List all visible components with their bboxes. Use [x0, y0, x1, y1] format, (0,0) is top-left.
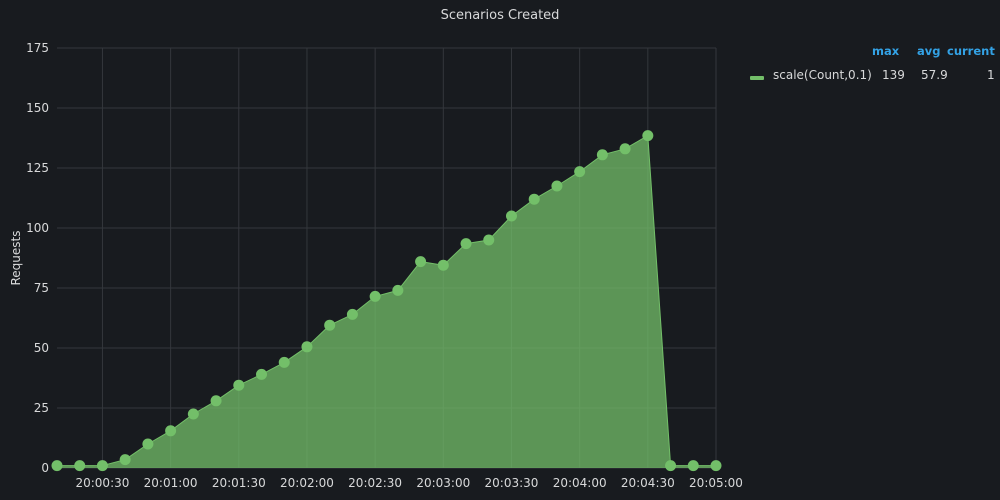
legend: max avg current scale(Count,0.1) 139 57.… — [744, 44, 995, 88]
panel-title: Scenarios Created — [440, 8, 560, 23]
data-point[interactable] — [369, 290, 381, 302]
x-tick-label: 20:01:00 — [144, 476, 198, 490]
x-tick-label: 20:04:00 — [553, 476, 607, 490]
data-point[interactable] — [710, 460, 722, 472]
series-area-fill — [57, 135, 716, 468]
data-point[interactable] — [324, 319, 336, 331]
data-point[interactable] — [210, 395, 222, 407]
data-point[interactable] — [415, 256, 427, 268]
data-point[interactable] — [437, 259, 449, 271]
x-tick-label: 20:03:30 — [485, 476, 539, 490]
legend-series-name[interactable]: scale(Count,0.1) — [773, 68, 872, 82]
x-tick-label: 20:03:00 — [416, 476, 470, 490]
y-tick-label: 25 — [34, 401, 49, 415]
y-tick-label: 50 — [34, 341, 49, 355]
x-tick-label: 20:04:30 — [621, 476, 675, 490]
data-point[interactable] — [687, 460, 699, 472]
legend-series-row[interactable]: scale(Count,0.1) 139 57.9 1 — [744, 68, 995, 88]
data-point[interactable] — [665, 460, 677, 472]
legend-series-swatch[interactable] — [750, 76, 764, 80]
data-point[interactable] — [483, 234, 495, 246]
y-tick-label: 175 — [26, 41, 49, 55]
data-point[interactable] — [278, 356, 290, 368]
data-point[interactable] — [51, 460, 63, 472]
data-point[interactable] — [505, 210, 517, 222]
y-axis-label: Requests — [9, 231, 23, 286]
data-point[interactable] — [574, 166, 586, 178]
data-point[interactable] — [96, 460, 108, 472]
data-point[interactable] — [460, 238, 472, 250]
data-point[interactable] — [551, 180, 563, 192]
data-point[interactable] — [165, 425, 177, 437]
data-point[interactable] — [301, 341, 313, 353]
x-tick-label: 20:01:30 — [212, 476, 266, 490]
legend-series-max: 139 — [882, 68, 905, 82]
data-point[interactable] — [392, 284, 404, 296]
legend-header: max avg current — [744, 44, 995, 64]
legend-series-current: 1 — [987, 68, 995, 82]
data-point[interactable] — [619, 143, 631, 155]
y-tick-label: 100 — [26, 221, 49, 235]
data-point[interactable] — [142, 438, 154, 450]
y-tick-label: 0 — [41, 461, 49, 475]
data-point[interactable] — [528, 193, 540, 205]
x-tick-label: 20:02:30 — [348, 476, 402, 490]
data-point[interactable] — [119, 454, 131, 466]
legend-header-max[interactable]: max — [872, 44, 900, 58]
legend-header-current[interactable]: current — [947, 44, 995, 58]
y-tick-label: 125 — [26, 161, 49, 175]
data-point[interactable] — [642, 130, 654, 142]
x-tick-label: 20:02:00 — [280, 476, 334, 490]
data-point[interactable] — [346, 308, 358, 320]
data-point[interactable] — [74, 460, 86, 472]
legend-series-avg: 57.9 — [921, 68, 948, 82]
data-point[interactable] — [256, 368, 268, 380]
x-tick-label: 20:05:00 — [689, 476, 743, 490]
y-tick-label: 75 — [34, 281, 49, 295]
y-tick-label: 150 — [26, 101, 49, 115]
legend-header-avg[interactable]: avg — [917, 44, 941, 58]
data-point[interactable] — [596, 149, 608, 161]
data-point[interactable] — [187, 408, 199, 420]
data-point[interactable] — [233, 379, 245, 391]
x-tick-label: 20:00:30 — [75, 476, 129, 490]
